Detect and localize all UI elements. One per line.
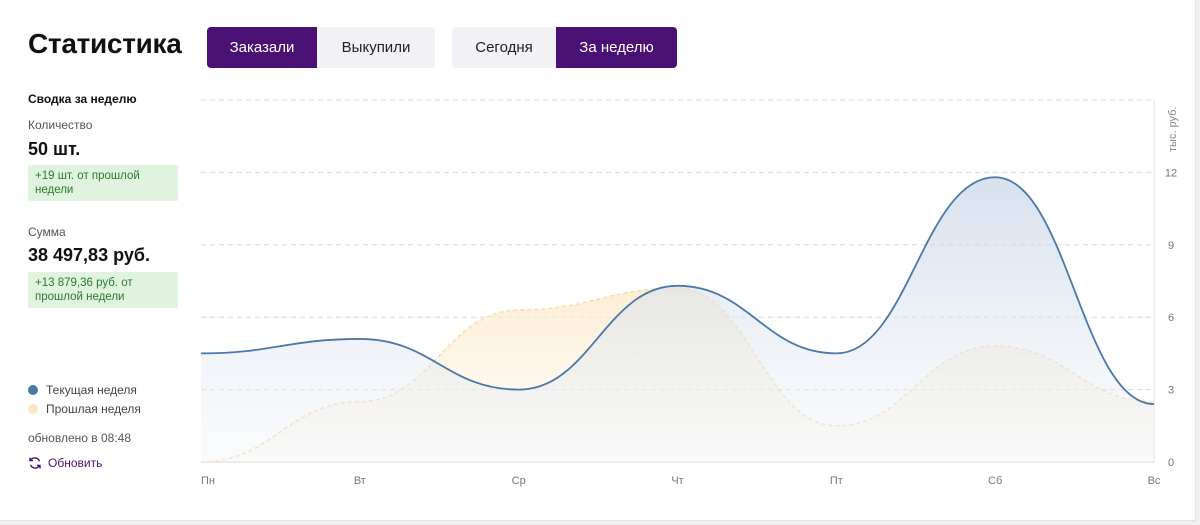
x-tick-label: Сб [988,475,1002,487]
metric-switch: Заказали Выкупили [207,27,435,68]
page-title: Статистика [28,28,182,59]
refresh-button[interactable]: Обновить [28,456,102,470]
tab-week[interactable]: За неделю [556,27,677,68]
x-tick-label: Пт [830,475,843,487]
current-week-line [200,176,1155,405]
previous-week-dot-icon [28,404,38,414]
period-switch: Сегодня За неделю [452,27,677,68]
sum-label: Сумма [28,225,66,239]
x-tick-label: Вс [1148,475,1161,487]
quantity-value: 50 шт. [28,139,81,159]
current-week-dot-icon [28,385,38,395]
legend-previous-label: Прошлая неделя [46,402,141,416]
refresh-icon [29,457,41,469]
x-tick-label: Чт [671,475,683,487]
y-axis-label: тыс. руб. [1167,106,1179,152]
y-axis-ticks: 0 3 6 9 12 [1165,167,1177,469]
y-tick-label: 3 [1168,385,1174,397]
x-tick-label: Вт [354,475,366,487]
quantity-delta-badge: +19 шт. от прошлой недели [28,165,178,201]
quantity-label: Количество [28,118,93,132]
refresh-label: Обновить [48,456,103,470]
tab-bought-out[interactable]: Выкупили [317,27,435,68]
x-axis-ticks: Пн Вт Ср Чт Пт Сб Вс [201,475,1161,487]
tab-ordered[interactable]: Заказали [207,27,317,68]
y-tick-label: 12 [1165,167,1177,179]
y-tick-label: 9 [1168,240,1174,252]
x-tick-label: Ср [512,475,526,487]
legend-current-label: Текущая неделя [46,383,137,397]
chart-areas [200,176,1155,463]
updated-time: обновлено в 08:48 [28,431,131,445]
summary-title: Сводка за неделю [28,92,137,106]
tab-today[interactable]: Сегодня [452,27,556,68]
sum-delta-badge: +13 879,36 руб. от прошлой недели [28,272,178,308]
y-tick-label: 0 [1168,457,1174,469]
legend-previous: Прошлая неделя [28,402,141,416]
x-tick-label: Пн [201,475,215,487]
current-week-area [201,177,1154,462]
sum-value: 38 497,83 руб. [28,245,150,265]
y-tick-label: 6 [1168,312,1174,324]
legend-current: Текущая неделя [28,383,137,397]
